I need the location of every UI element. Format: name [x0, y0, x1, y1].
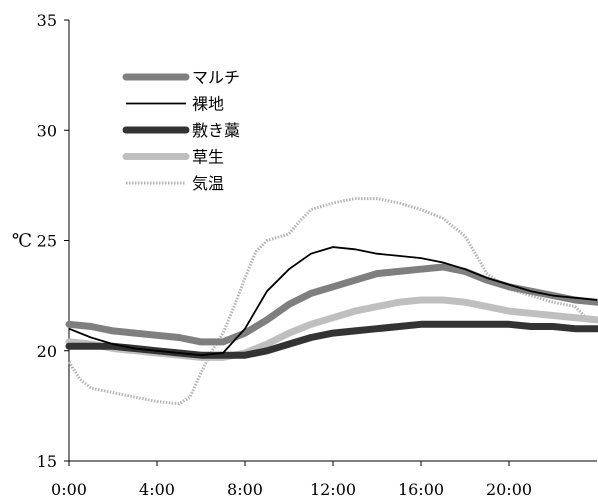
series-line-0 [65, 263, 598, 346]
legend-label-0: マルチ [192, 68, 240, 87]
x-tick-label: 0:00 [51, 480, 87, 499]
y-axis-label: ℃ [12, 231, 32, 252]
series-layer [65, 197, 598, 406]
x-tick-label: 16:00 [398, 480, 444, 499]
x-tick-label: 4:00 [139, 480, 175, 499]
x-tick-label: 12:00 [310, 480, 356, 499]
x-tick-label: 20:00 [486, 480, 532, 499]
legend-label-4: 気温 [192, 174, 224, 193]
y-tick-label: 30 [37, 121, 57, 140]
y-tick-label: 35 [37, 11, 57, 30]
series-line-4 [67, 197, 598, 406]
y-tick-label: 15 [37, 452, 57, 471]
series-line-1 [68, 246, 598, 357]
x-tick-label: 8:00 [227, 480, 263, 499]
y-tick-label: 25 [37, 232, 57, 251]
legend-label-3: 草生 [192, 148, 224, 167]
legend-label-1: 裸地 [192, 95, 224, 114]
legend-label-2: 敷き藁 [192, 121, 240, 140]
y-tick-label: 20 [37, 342, 57, 361]
axes: 15 20 25 30 35 0:00 4:00 8:00 12:00 16:00 20:00 ℃ [12, 11, 597, 499]
